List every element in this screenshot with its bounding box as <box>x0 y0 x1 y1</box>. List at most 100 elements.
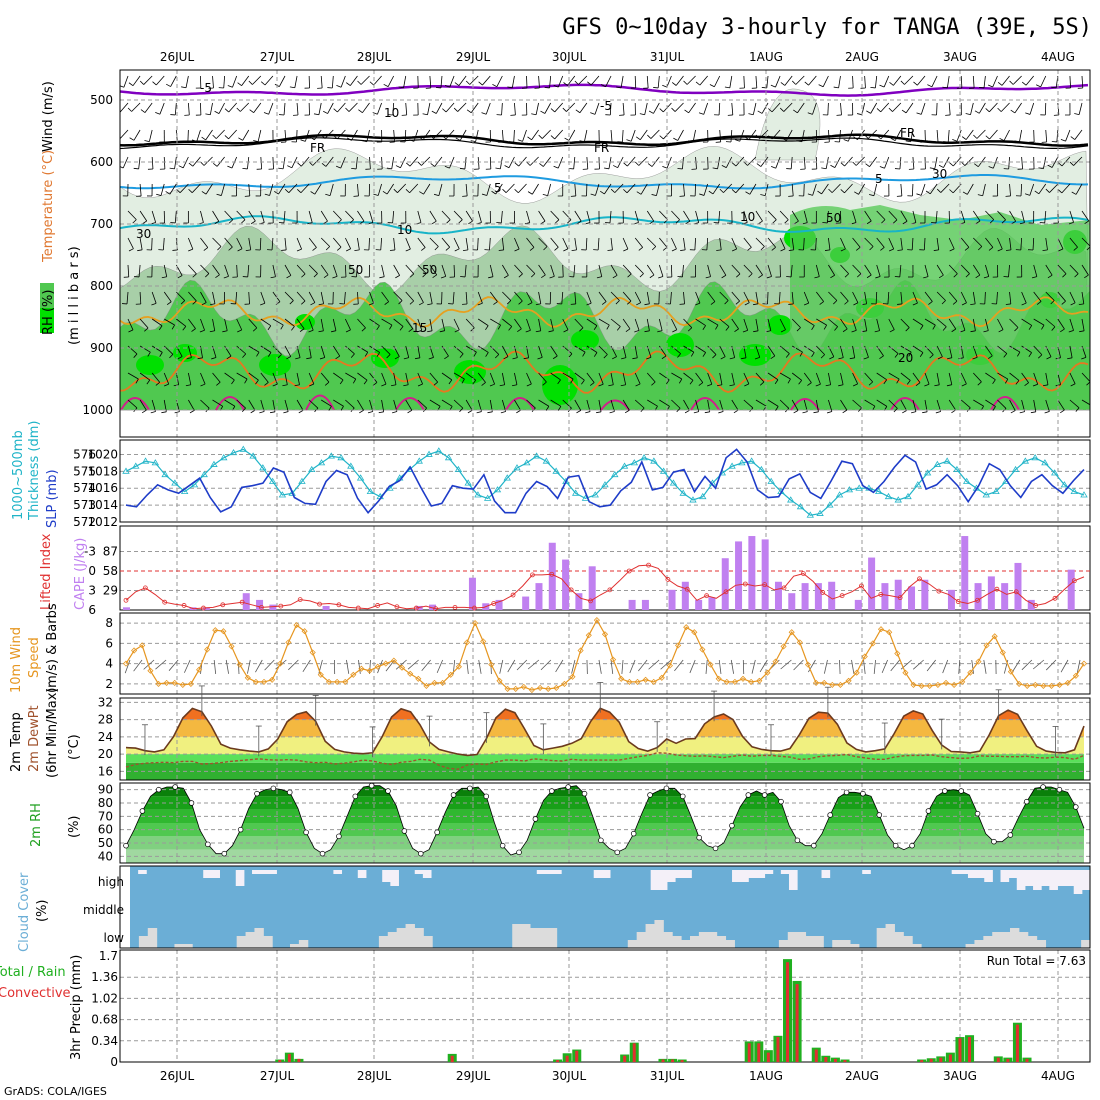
thickness-point <box>904 492 912 500</box>
precip-ylabel-1: 3hr Precip (mm) <box>69 955 84 1060</box>
wind-barb-shaft <box>739 129 745 142</box>
wind-barb-flag <box>399 326 404 331</box>
wind-barb-shaft <box>948 291 958 302</box>
wind-barb-flag <box>336 85 342 88</box>
wind-barb <box>908 156 915 170</box>
wind-barb-shaft <box>441 264 447 277</box>
wind-barb-shaft <box>579 102 588 113</box>
wind-barb-flag <box>309 383 315 387</box>
lifted-index-point <box>897 595 903 601</box>
rh2m-point <box>778 798 784 805</box>
cloud-high-bar <box>658 870 668 890</box>
wind-barb-flag <box>626 300 632 305</box>
wind-barb-shaft <box>888 345 899 354</box>
wind-barb-flag <box>407 409 413 414</box>
wind10-barb-shaft <box>555 659 564 673</box>
wind-barb-flag <box>395 275 400 279</box>
wind-barb-flag <box>485 325 489 331</box>
wind-barb-flag <box>368 302 374 306</box>
wind-barb <box>248 345 260 357</box>
wind-barb-flag <box>454 82 460 86</box>
precip-convective-bar <box>1025 1058 1029 1062</box>
wind-barb <box>1016 264 1023 278</box>
wind-barb-shaft <box>440 75 443 88</box>
wind-barb <box>382 183 395 195</box>
wind-barb-shaft <box>170 75 177 87</box>
wind-barb-shaft <box>948 372 953 385</box>
wind-barb <box>1005 183 1011 197</box>
wind-barb-shaft <box>864 372 873 383</box>
wind-barb-flag <box>600 84 606 88</box>
contour-label: 10 <box>740 210 755 224</box>
wind-barb-shaft <box>477 291 483 304</box>
cape-bar <box>868 557 876 610</box>
cape-bar <box>748 536 756 610</box>
wind-barb <box>1079 318 1085 333</box>
wind10-barb-shaft <box>983 659 987 674</box>
wind-barb <box>248 372 259 385</box>
wind-barb-shaft <box>755 264 763 276</box>
thickness-point <box>1021 457 1030 464</box>
wind-barb <box>538 372 547 386</box>
wind-barb-shaft <box>1033 291 1042 302</box>
wind-barb-shaft <box>621 129 624 143</box>
wind-barb-flag <box>1030 411 1036 414</box>
wind-barb-shaft <box>139 291 142 305</box>
wind-barb <box>127 237 134 252</box>
wind-barb-shaft <box>997 399 1007 409</box>
wind-barb <box>978 75 986 89</box>
wind-barb-flag <box>838 384 844 387</box>
cloud-unit: (%) <box>35 900 50 923</box>
wind-barb-flag <box>833 86 839 89</box>
wind-barb-flag <box>372 382 378 386</box>
wind-barb-shaft <box>445 102 455 113</box>
wind-barb-shaft <box>272 372 278 385</box>
wind-barb <box>888 102 902 112</box>
t2-ylabel-3: (6hr Min/Max) <box>45 688 60 778</box>
wind-barb <box>195 102 202 116</box>
wind-barb <box>851 210 857 225</box>
wind-barb <box>1057 156 1071 167</box>
precip-tick: 1.7 <box>99 949 118 963</box>
wind-barb-flag <box>210 303 216 306</box>
wind-barb-flag <box>625 328 631 333</box>
wind10-speed-point <box>894 650 901 657</box>
wind-barb-flag <box>120 85 125 88</box>
wind-barb <box>1009 318 1019 332</box>
wind-barb-flag <box>495 167 501 170</box>
wind10-speed-point <box>699 646 706 653</box>
wind-barb <box>719 318 730 331</box>
wind-barb <box>181 75 189 89</box>
wind-barb <box>814 264 820 279</box>
slp-line <box>125 448 1085 514</box>
wind-barb <box>282 372 288 387</box>
cape-bar <box>894 579 902 610</box>
wind-barb <box>974 102 986 114</box>
wind-barb <box>774 291 781 305</box>
wind-barb-shaft <box>828 264 836 276</box>
cloud-low-bar <box>521 924 531 948</box>
wind-barb <box>581 183 588 197</box>
wind-barb-shaft <box>126 291 129 304</box>
wind-barb-shaft <box>900 237 903 250</box>
wind-barb-flag <box>830 164 836 168</box>
wind-barb-flag <box>1015 380 1020 385</box>
wind-barb-shaft <box>393 264 401 276</box>
cloud-low-bar <box>796 932 807 948</box>
wind10-speed-point <box>236 661 243 668</box>
wind-barb-shaft <box>828 372 832 385</box>
rh2m-point <box>532 816 539 822</box>
thickness-point <box>689 496 697 503</box>
wind-barb <box>427 291 433 306</box>
wind-barb <box>433 183 443 196</box>
wind-barb-flag <box>587 81 592 86</box>
wind-barb-flag <box>768 135 773 140</box>
thickness-point <box>425 450 433 457</box>
wind-barb-shaft <box>486 183 491 196</box>
wind-barb-shaft <box>453 399 464 409</box>
wind-barb-flag <box>527 302 533 306</box>
thickness-point <box>513 464 521 471</box>
cloud-high-bar <box>788 870 798 890</box>
wind10-speed-point <box>228 643 235 650</box>
wind-barb-shaft <box>815 372 821 385</box>
